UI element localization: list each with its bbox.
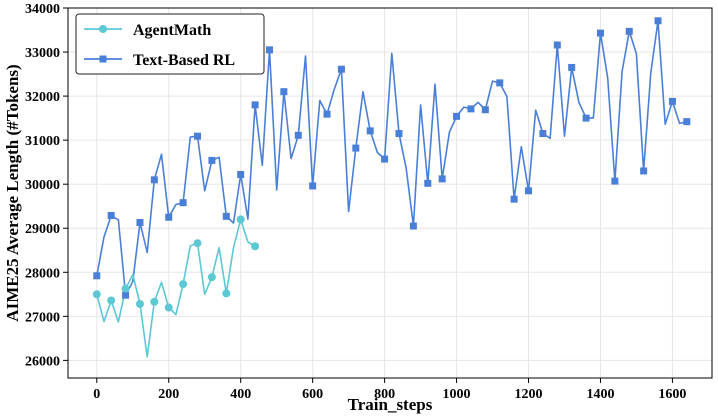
data-point <box>222 212 230 220</box>
y-tick-label: 34000 <box>25 2 60 17</box>
data-point <box>309 182 317 190</box>
data-point <box>525 187 533 195</box>
x-tick-label: 400 <box>230 387 251 402</box>
data-point <box>596 29 604 37</box>
legend-box <box>75 13 265 75</box>
y-tick-label: 32000 <box>25 90 60 105</box>
data-point <box>136 219 144 227</box>
data-point <box>251 101 259 109</box>
data-point <box>107 211 115 219</box>
data-point <box>236 215 245 224</box>
legend: AgentMath Text-Based RL <box>75 13 265 75</box>
data-point <box>251 242 260 251</box>
x-axis-ticks: 0 200 400 600 800 1000 1200 1400 1600 <box>93 378 686 402</box>
legend-marker <box>99 25 107 33</box>
x-axis-label: Train_steps <box>348 395 433 414</box>
data-point <box>496 79 504 87</box>
x-tick-label: 1400 <box>586 387 614 402</box>
data-point <box>207 273 216 282</box>
data-point <box>582 114 590 122</box>
data-point <box>611 177 619 185</box>
legend-entry: Text-Based RL <box>84 52 235 69</box>
data-point <box>165 213 173 221</box>
y-tick-label: 28000 <box>25 266 60 281</box>
y-tick-label: 31000 <box>25 134 60 149</box>
data-point <box>553 41 561 49</box>
data-point <box>381 155 389 163</box>
y-axis-label: AIME25 Average Length (#Tokens) <box>3 64 22 321</box>
data-point <box>280 88 288 96</box>
y-tick-label: 30000 <box>25 178 60 193</box>
data-point <box>179 199 187 207</box>
data-point <box>668 97 676 105</box>
series-line-agentmath <box>96 218 256 358</box>
data-point <box>107 296 116 305</box>
y-tick-label: 27000 <box>25 310 60 325</box>
data-point <box>438 175 446 183</box>
data-point <box>568 63 576 71</box>
data-point <box>294 131 302 139</box>
data-point <box>625 27 633 35</box>
x-tick-label: 1200 <box>515 387 543 402</box>
y-tick-label: 26000 <box>25 354 60 369</box>
x-tick-label: 200 <box>158 387 179 402</box>
y-tick-label: 29000 <box>25 222 60 237</box>
data-point <box>150 297 159 306</box>
data-point <box>208 156 216 164</box>
data-point <box>193 239 202 248</box>
x-tick-label: 0 <box>93 387 100 402</box>
data-point <box>640 167 648 175</box>
x-tick-label: 800 <box>374 387 395 402</box>
data-point <box>654 17 662 25</box>
y-tick-label: 33000 <box>25 46 60 61</box>
data-point <box>222 289 231 298</box>
data-point <box>424 179 432 187</box>
data-point <box>122 291 130 299</box>
data-point <box>237 171 245 178</box>
legend-entry: AgentMath <box>84 22 211 39</box>
data-point <box>150 176 158 184</box>
data-point <box>395 130 403 138</box>
x-tick-label: 1000 <box>443 387 471 402</box>
data-point <box>194 132 202 140</box>
y-axis-ticks: 26000 27000 28000 29000 30000 31000 32000 33000… <box>25 2 68 369</box>
data-point <box>481 106 489 114</box>
data-point <box>467 105 475 113</box>
legend-marker <box>99 55 107 63</box>
data-point <box>539 130 547 138</box>
legend-label: Text-Based RL <box>133 52 235 69</box>
data-point <box>93 272 101 280</box>
x-tick-label: 1600 <box>658 387 686 402</box>
data-point <box>265 46 273 54</box>
x-tick-label: 600 <box>302 387 323 402</box>
data-point <box>121 284 130 293</box>
data-point <box>164 303 173 312</box>
data-point <box>323 110 331 118</box>
data-point <box>453 112 461 120</box>
data-point <box>366 127 374 135</box>
data-point <box>683 118 691 126</box>
data-point <box>352 144 360 152</box>
legend-label: AgentMath <box>133 22 211 39</box>
data-point <box>510 195 518 203</box>
series-markers <box>92 17 691 312</box>
data-point <box>179 280 188 289</box>
data-point <box>92 290 101 299</box>
plot-frame <box>67 7 713 379</box>
data-point <box>409 222 417 230</box>
data-point <box>135 300 144 308</box>
data-point <box>337 65 345 73</box>
